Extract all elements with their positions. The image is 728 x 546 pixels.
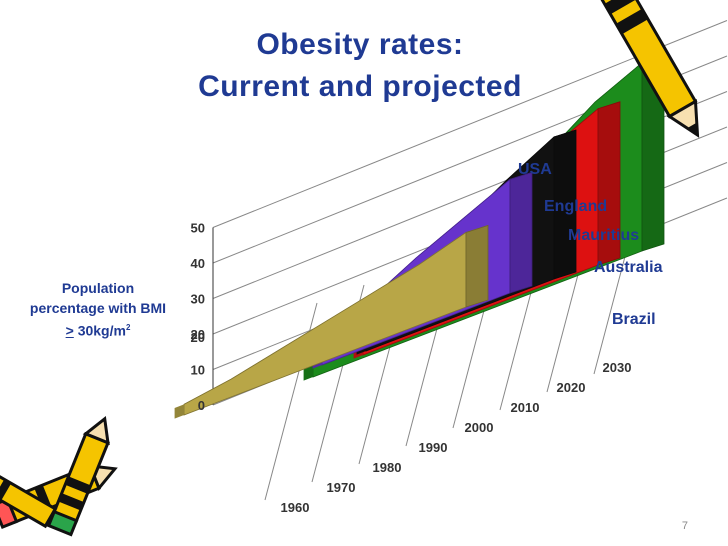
x-tick-label: 1970 [327, 480, 356, 495]
x-tick-label: 2030 [603, 360, 632, 375]
series-ribbon [174, 224, 489, 419]
labels-layer: 0102020304050196019701980199020002010202… [191, 161, 663, 515]
title-line-1: Obesity rates: [256, 28, 464, 61]
y-tick-label: 30 [191, 292, 205, 307]
series-end-face [465, 224, 489, 308]
series-layer [174, 55, 665, 419]
x-tick-label: 1990 [419, 440, 448, 455]
y-tick-label: 50 [191, 221, 205, 236]
title-line-2: Current and projected [198, 70, 522, 103]
y-axis-label-value: 30kg/m [77, 322, 126, 339]
y-axis-label-superscript: 2 [125, 323, 131, 332]
x-tick-label: 2010 [511, 400, 540, 415]
series-end-face [509, 171, 533, 294]
series-start-face [174, 404, 184, 419]
series-end-face [597, 101, 621, 266]
y-tick-label: 0 [198, 398, 205, 413]
x-tick-label: 2000 [465, 420, 494, 435]
x-tick-label: 1960 [281, 500, 310, 515]
series-label: Brazil [612, 311, 656, 328]
series-end-face [553, 129, 577, 280]
series-label: England [544, 198, 607, 215]
y-tick-label: 20 [191, 327, 205, 342]
y-tick-label: 40 [191, 256, 205, 271]
series-label: Australia [594, 259, 663, 276]
pencil-icon [597, 0, 700, 138]
page-number: 7 [681, 520, 688, 532]
y-axis-label-operator: > [65, 322, 74, 339]
y-axis-label: Population percentage with BMI > 30kg/m2 [28, 278, 168, 341]
pencil-icon [0, 471, 58, 529]
y-tick-label: 20 [191, 330, 205, 345]
pencil-icon [46, 416, 110, 537]
y-axis-label-prefix: Population percentage with BMI [29, 280, 167, 316]
x-tick-label: 2020 [557, 380, 586, 395]
series-label: USA [518, 161, 552, 178]
series-label: Mauritius [568, 227, 639, 244]
x-tick-label: 1980 [373, 460, 402, 475]
y-tick-label: 10 [191, 363, 205, 378]
